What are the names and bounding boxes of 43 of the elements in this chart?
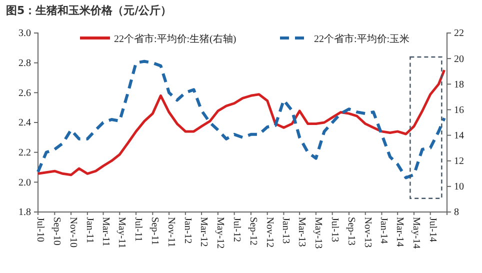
y-tick-label: 1.8 (18, 207, 31, 218)
x-tick-label: Sep-12 (247, 217, 258, 246)
x-tick-label: Sep-10 (51, 217, 62, 246)
x-tick-label: Jul-11 (132, 217, 144, 242)
x-tick-label: May-11 (116, 217, 128, 248)
x-tick-label: Jul-14 (426, 217, 438, 242)
x-tick-label: Sep-13 (345, 217, 356, 246)
x-tick-label: May-14 (410, 217, 422, 249)
x-tick-label: May-12 (214, 217, 226, 249)
y2-tick-label: 18 (454, 79, 464, 90)
x-tick-label: Sep-11 (149, 217, 160, 245)
x-tick-label: Jul-13 (328, 217, 340, 242)
y-tick-label: 2.2 (18, 148, 31, 159)
x-tick-label: May-13 (312, 217, 324, 249)
y-tick-label: 2.0 (18, 177, 31, 188)
y2-tick-label: 10 (454, 182, 464, 193)
y-tick-label: 3.0 (18, 28, 31, 40)
x-tick-label: Nov-13 (362, 217, 373, 248)
x-tick-label: Jul-10 (34, 217, 46, 242)
x-tick-label: Jan-11 (84, 217, 95, 244)
x-tick-label: Mar-12 (198, 217, 210, 247)
x-tick-label: Mar-11 (100, 217, 111, 246)
y2-tick-label: 20 (454, 54, 464, 65)
y-tick-label: 2.4 (18, 118, 31, 129)
x-tick-label: Jan-12 (182, 217, 193, 244)
chart-title: 图5：生猪和玉米价格（元/公斤） (6, 4, 172, 17)
legend-label: 22个省市:平均价:玉米 (314, 33, 410, 45)
x-tick-label: Nov-12 (264, 217, 275, 248)
y-tick-label: 2.6 (18, 88, 31, 99)
y2-tick-label: 22 (454, 28, 464, 40)
x-tick-label: Jan-13 (280, 217, 292, 244)
x-tick-label: Mar-14 (394, 217, 406, 247)
y2-tick-label: 12 (454, 156, 464, 168)
x-tick-label: Jul-12 (230, 217, 242, 242)
legend-label: 22个省市:平均价:生猪(右轴) (114, 33, 236, 45)
y2-tick-label: 16 (454, 104, 464, 116)
x-tick-label: Jan-14 (378, 217, 390, 244)
y2-tick-label: 8 (454, 207, 459, 218)
x-tick-label: Nov-10 (68, 217, 79, 248)
x-tick-label: Nov-11 (166, 217, 177, 248)
y-tick-label: 2.8 (18, 58, 31, 70)
y2-tick-label: 14 (454, 130, 464, 142)
x-tick-label: Mar-13 (296, 217, 308, 247)
